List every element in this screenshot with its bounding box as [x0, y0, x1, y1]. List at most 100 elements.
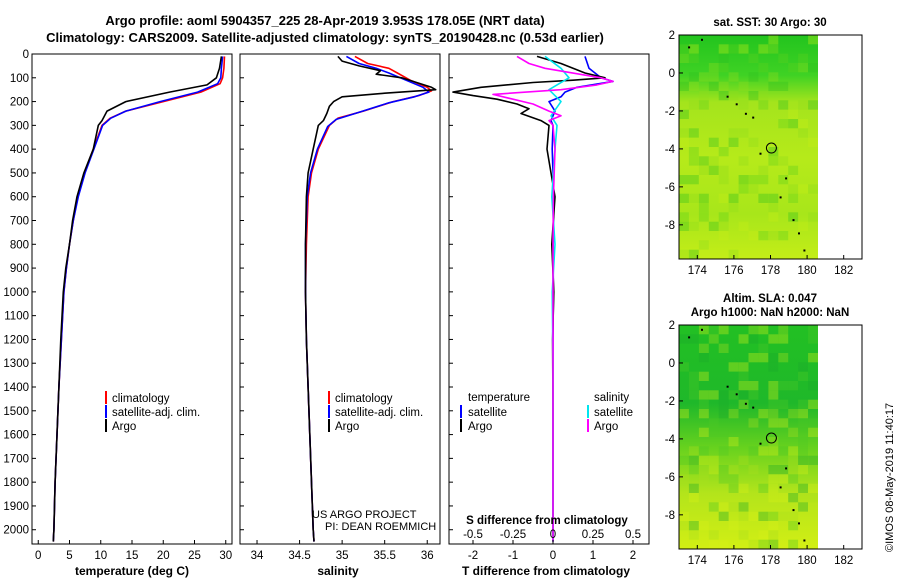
- x-tick-label: 15: [126, 550, 139, 562]
- x-tick-label: 0: [35, 550, 41, 562]
- sla-map: 174 176 178 180 182 2 0 -2 -4 -6 -8: [665, 320, 863, 567]
- depth-tick-label: 300: [10, 120, 29, 132]
- island-mark: [752, 116, 755, 119]
- depth-tick-label: 0: [23, 49, 29, 61]
- depth-tick-label: 1700: [3, 453, 29, 465]
- map-y-tick-label: 0: [669, 358, 675, 370]
- map-x-tick-label: 174: [688, 555, 708, 567]
- island-mark: [785, 177, 788, 180]
- depth-tick-label: 1200: [3, 334, 29, 346]
- x-tick-label: 20: [157, 550, 170, 562]
- island-mark: [798, 522, 800, 525]
- x-tick-label: 5: [66, 550, 72, 562]
- map-x-tick-label: 180: [798, 265, 817, 277]
- s-tick-label: -0.25: [500, 529, 526, 541]
- s-difference-ticks: -0.5 -0.25 0 0.25 0.5: [463, 529, 641, 541]
- map-y-tick-label: -4: [665, 144, 676, 156]
- map-y-tick-label: -6: [665, 472, 675, 484]
- temperature-panel-frame: [31, 53, 233, 545]
- island-mark: [744, 112, 747, 115]
- island-mark: [779, 196, 782, 199]
- x-tick-label: 2: [630, 550, 636, 562]
- depth-tick-label: 800: [10, 239, 29, 251]
- island-mark: [803, 539, 806, 542]
- legend-t-satellite-label: satellite: [468, 407, 507, 419]
- float-position-marker: [765, 142, 777, 154]
- sst-map: 174 176 178 180 182 2 0 -2 -4 -6 -8: [665, 30, 863, 277]
- series-line-satellite-adj-clim-: [52, 56, 224, 542]
- s-difference-label: S difference from climatology: [466, 515, 628, 527]
- map-y-tick-label: -8: [665, 510, 675, 522]
- depth-tick-label: 700: [10, 216, 29, 228]
- legend-argo-label: Argo: [335, 421, 359, 433]
- depth-tick-label: 1900: [3, 501, 29, 513]
- map-y-tick-label: -8: [665, 220, 675, 232]
- island-mark: [752, 406, 755, 409]
- map-y-tick-label: -4: [665, 434, 676, 446]
- map-x-tick-label: 180: [798, 555, 817, 567]
- depth-tick-label: 500: [10, 168, 29, 180]
- depth-tick-label: 200: [10, 97, 29, 109]
- series-line-climatology: [304, 55, 433, 542]
- x-tick-label: 30: [219, 550, 232, 562]
- series-line-argo: [304, 55, 437, 542]
- project-credit: US ARGO PROJECT: [312, 509, 417, 521]
- island-mark: [688, 336, 691, 339]
- map-x-tick-label: 176: [724, 265, 743, 277]
- island-mark: [759, 442, 762, 445]
- depth-tick-label: 1000: [3, 287, 29, 299]
- x-tick-label: 1: [590, 550, 596, 562]
- temperature-xlabel: temperature (deg C): [75, 564, 189, 578]
- legend-t-argo-label: Argo: [468, 421, 492, 433]
- float-position-marker: [765, 432, 777, 444]
- s-tick-label: 0: [550, 529, 556, 541]
- depth-tick-label: 100: [10, 73, 29, 85]
- legend-satellite-label: satellite-adj. clim.: [112, 407, 200, 419]
- x-tick-label: 34: [251, 550, 264, 562]
- sla-map-title-line1: Altim. SLA: 0.047: [723, 293, 817, 305]
- legend-climatology-label: climatology: [112, 393, 170, 405]
- salinity-plot: [304, 55, 437, 542]
- island-mark: [798, 232, 800, 235]
- sst-map-field: [679, 35, 818, 259]
- s-tick-label: 0.5: [625, 529, 641, 541]
- map-y-tick-label: -6: [665, 182, 675, 194]
- x-axes: 0 5 10 15 20 25 30 34 34.5 35 35.5 36 -2 -1 0 1 2: [35, 540, 636, 562]
- x-tick-label: 36: [421, 550, 434, 562]
- island-mark: [726, 95, 729, 98]
- series-line-argo: [52, 56, 223, 542]
- depth-tick-label: 1500: [3, 406, 29, 418]
- imos-timestamp: ©IMOS 08-May-2019 11:40:17: [884, 403, 896, 552]
- island-mark: [759, 152, 762, 155]
- map-y-tick-label: -2: [665, 106, 675, 118]
- x-tick-label: 35: [336, 550, 349, 562]
- legend-climatology-label: climatology: [335, 393, 393, 405]
- depth-tick-label: 1600: [3, 430, 29, 442]
- difference-legend: temperature satellite Argo salinity sate…: [460, 392, 633, 433]
- salinity-legend: climatology satellite-adj. clim. Argo: [328, 391, 423, 433]
- island-mark: [735, 393, 738, 396]
- series-line-t-satellite: [548, 56, 614, 542]
- series-line-t-argo: [452, 55, 606, 542]
- figure-title-line2: Climatology: CARS2009. Satellite-adjuste…: [46, 30, 604, 45]
- depth-axis: 0 100 200 300 400 500 600 700 800 900 1000 1100 1200…: [3, 49, 453, 537]
- island-mark: [792, 509, 795, 512]
- figure-title-line1: Argo profile: aoml 5904357_225 28-Apr-20…: [105, 13, 544, 28]
- island-mark: [792, 219, 795, 222]
- legend-salinity-heading: salinity: [594, 392, 629, 404]
- map-y-tick-label: 2: [669, 320, 675, 332]
- island-mark: [701, 328, 703, 331]
- map-y-tick-label: 0: [669, 68, 675, 80]
- sla-map-title-line2: Argo h1000: NaN h2000: NaN: [691, 307, 850, 319]
- legend-satellite-label: satellite-adj. clim.: [335, 407, 423, 419]
- sst-map-title: sat. SST: 30 Argo: 30: [713, 17, 826, 29]
- difference-panel-frame: [448, 53, 650, 545]
- legend-s-satellite-label: satellite: [594, 407, 633, 419]
- map-x-tick-label: 178: [761, 555, 780, 567]
- temperature-plot: [52, 56, 226, 542]
- series-line-s-argo: [492, 55, 614, 542]
- x-tick-label: 34.5: [288, 550, 310, 562]
- legend-argo-label: Argo: [112, 421, 136, 433]
- map-y-tick-label: -2: [665, 396, 675, 408]
